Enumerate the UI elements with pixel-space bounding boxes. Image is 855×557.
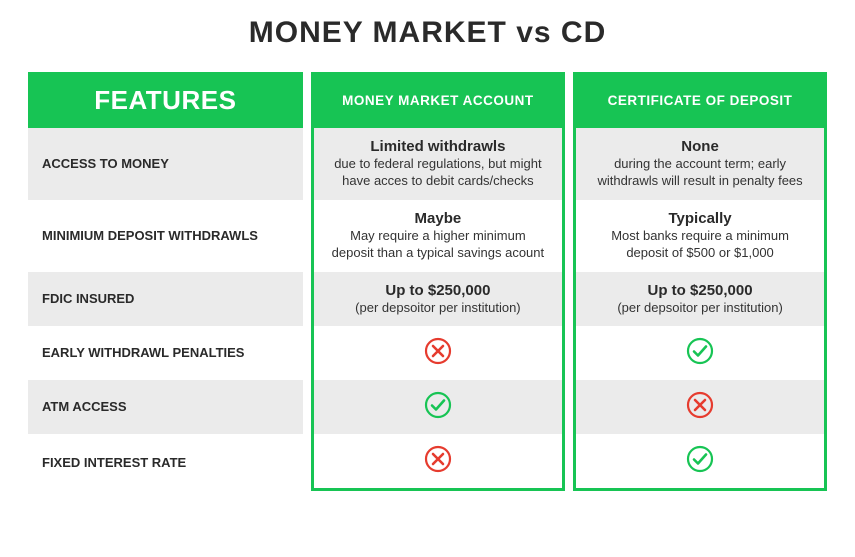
cross-icon bbox=[685, 390, 715, 420]
value-cell bbox=[311, 326, 565, 380]
value-subtext: May require a higher minimum deposit tha… bbox=[330, 228, 546, 262]
table-row: EARLY WITHDRAWL PENALTIES bbox=[28, 326, 827, 380]
column-header-cd: CERTIFICATE OF DEPOSIT bbox=[573, 72, 827, 128]
value-title: Maybe bbox=[330, 210, 546, 228]
cross-icon bbox=[423, 444, 453, 474]
check-icon bbox=[685, 444, 715, 474]
value-title: Limited withdrawls bbox=[330, 138, 546, 156]
table-row: ACCESS TO MONEYLimited withdrawlsdue to … bbox=[28, 128, 827, 200]
table-row: MINIMIUM DEPOSIT WITHDRAWLSMaybeMay requ… bbox=[28, 200, 827, 272]
page-title: MONEY MARKET vs CD bbox=[20, 16, 835, 50]
value-subtext: (per depsoitor per institution) bbox=[592, 300, 808, 317]
value-subtext: during the account term; early withdrawl… bbox=[592, 156, 808, 190]
value-subtext: (per depsoitor per institution) bbox=[330, 300, 546, 317]
value-cell: TypicallyMost banks require a minimum de… bbox=[573, 200, 827, 272]
feature-label: MINIMIUM DEPOSIT WITHDRAWLS bbox=[28, 200, 303, 272]
value-cell bbox=[573, 434, 827, 491]
feature-label: FDIC INSURED bbox=[28, 272, 303, 327]
check-icon bbox=[685, 336, 715, 366]
value-subtext: Most banks require a minimum deposit of … bbox=[592, 228, 808, 262]
value-title: Typically bbox=[592, 210, 808, 228]
feature-label: ACCESS TO MONEY bbox=[28, 128, 303, 200]
value-cell bbox=[573, 380, 827, 434]
feature-label: ATM ACCESS bbox=[28, 380, 303, 434]
cross-icon bbox=[423, 336, 453, 366]
header-row: FEATURES MONEY MARKET ACCOUNT CERTIFICAT… bbox=[28, 72, 827, 128]
value-title: None bbox=[592, 138, 808, 156]
value-cell: Up to $250,000(per depsoitor per institu… bbox=[311, 272, 565, 327]
comparison-table: FEATURES MONEY MARKET ACCOUNT CERTIFICAT… bbox=[20, 72, 835, 491]
value-cell: MaybeMay require a higher minimum deposi… bbox=[311, 200, 565, 272]
value-title: Up to $250,000 bbox=[592, 282, 808, 300]
feature-label: FIXED INTEREST RATE bbox=[28, 434, 303, 491]
value-cell: Limited withdrawlsdue to federal regulat… bbox=[311, 128, 565, 200]
value-cell: Noneduring the account term; early withd… bbox=[573, 128, 827, 200]
check-icon bbox=[423, 390, 453, 420]
table-row: FIXED INTEREST RATE bbox=[28, 434, 827, 491]
column-header-mma: MONEY MARKET ACCOUNT bbox=[311, 72, 565, 128]
value-cell: Up to $250,000(per depsoitor per institu… bbox=[573, 272, 827, 327]
features-header: FEATURES bbox=[28, 72, 303, 128]
value-cell bbox=[311, 380, 565, 434]
value-cell bbox=[311, 434, 565, 491]
value-subtext: due to federal regulations, but might ha… bbox=[330, 156, 546, 190]
feature-label: EARLY WITHDRAWL PENALTIES bbox=[28, 326, 303, 380]
table-row: ATM ACCESS bbox=[28, 380, 827, 434]
value-cell bbox=[573, 326, 827, 380]
value-title: Up to $250,000 bbox=[330, 282, 546, 300]
table-row: FDIC INSUREDUp to $250,000(per depsoitor… bbox=[28, 272, 827, 327]
